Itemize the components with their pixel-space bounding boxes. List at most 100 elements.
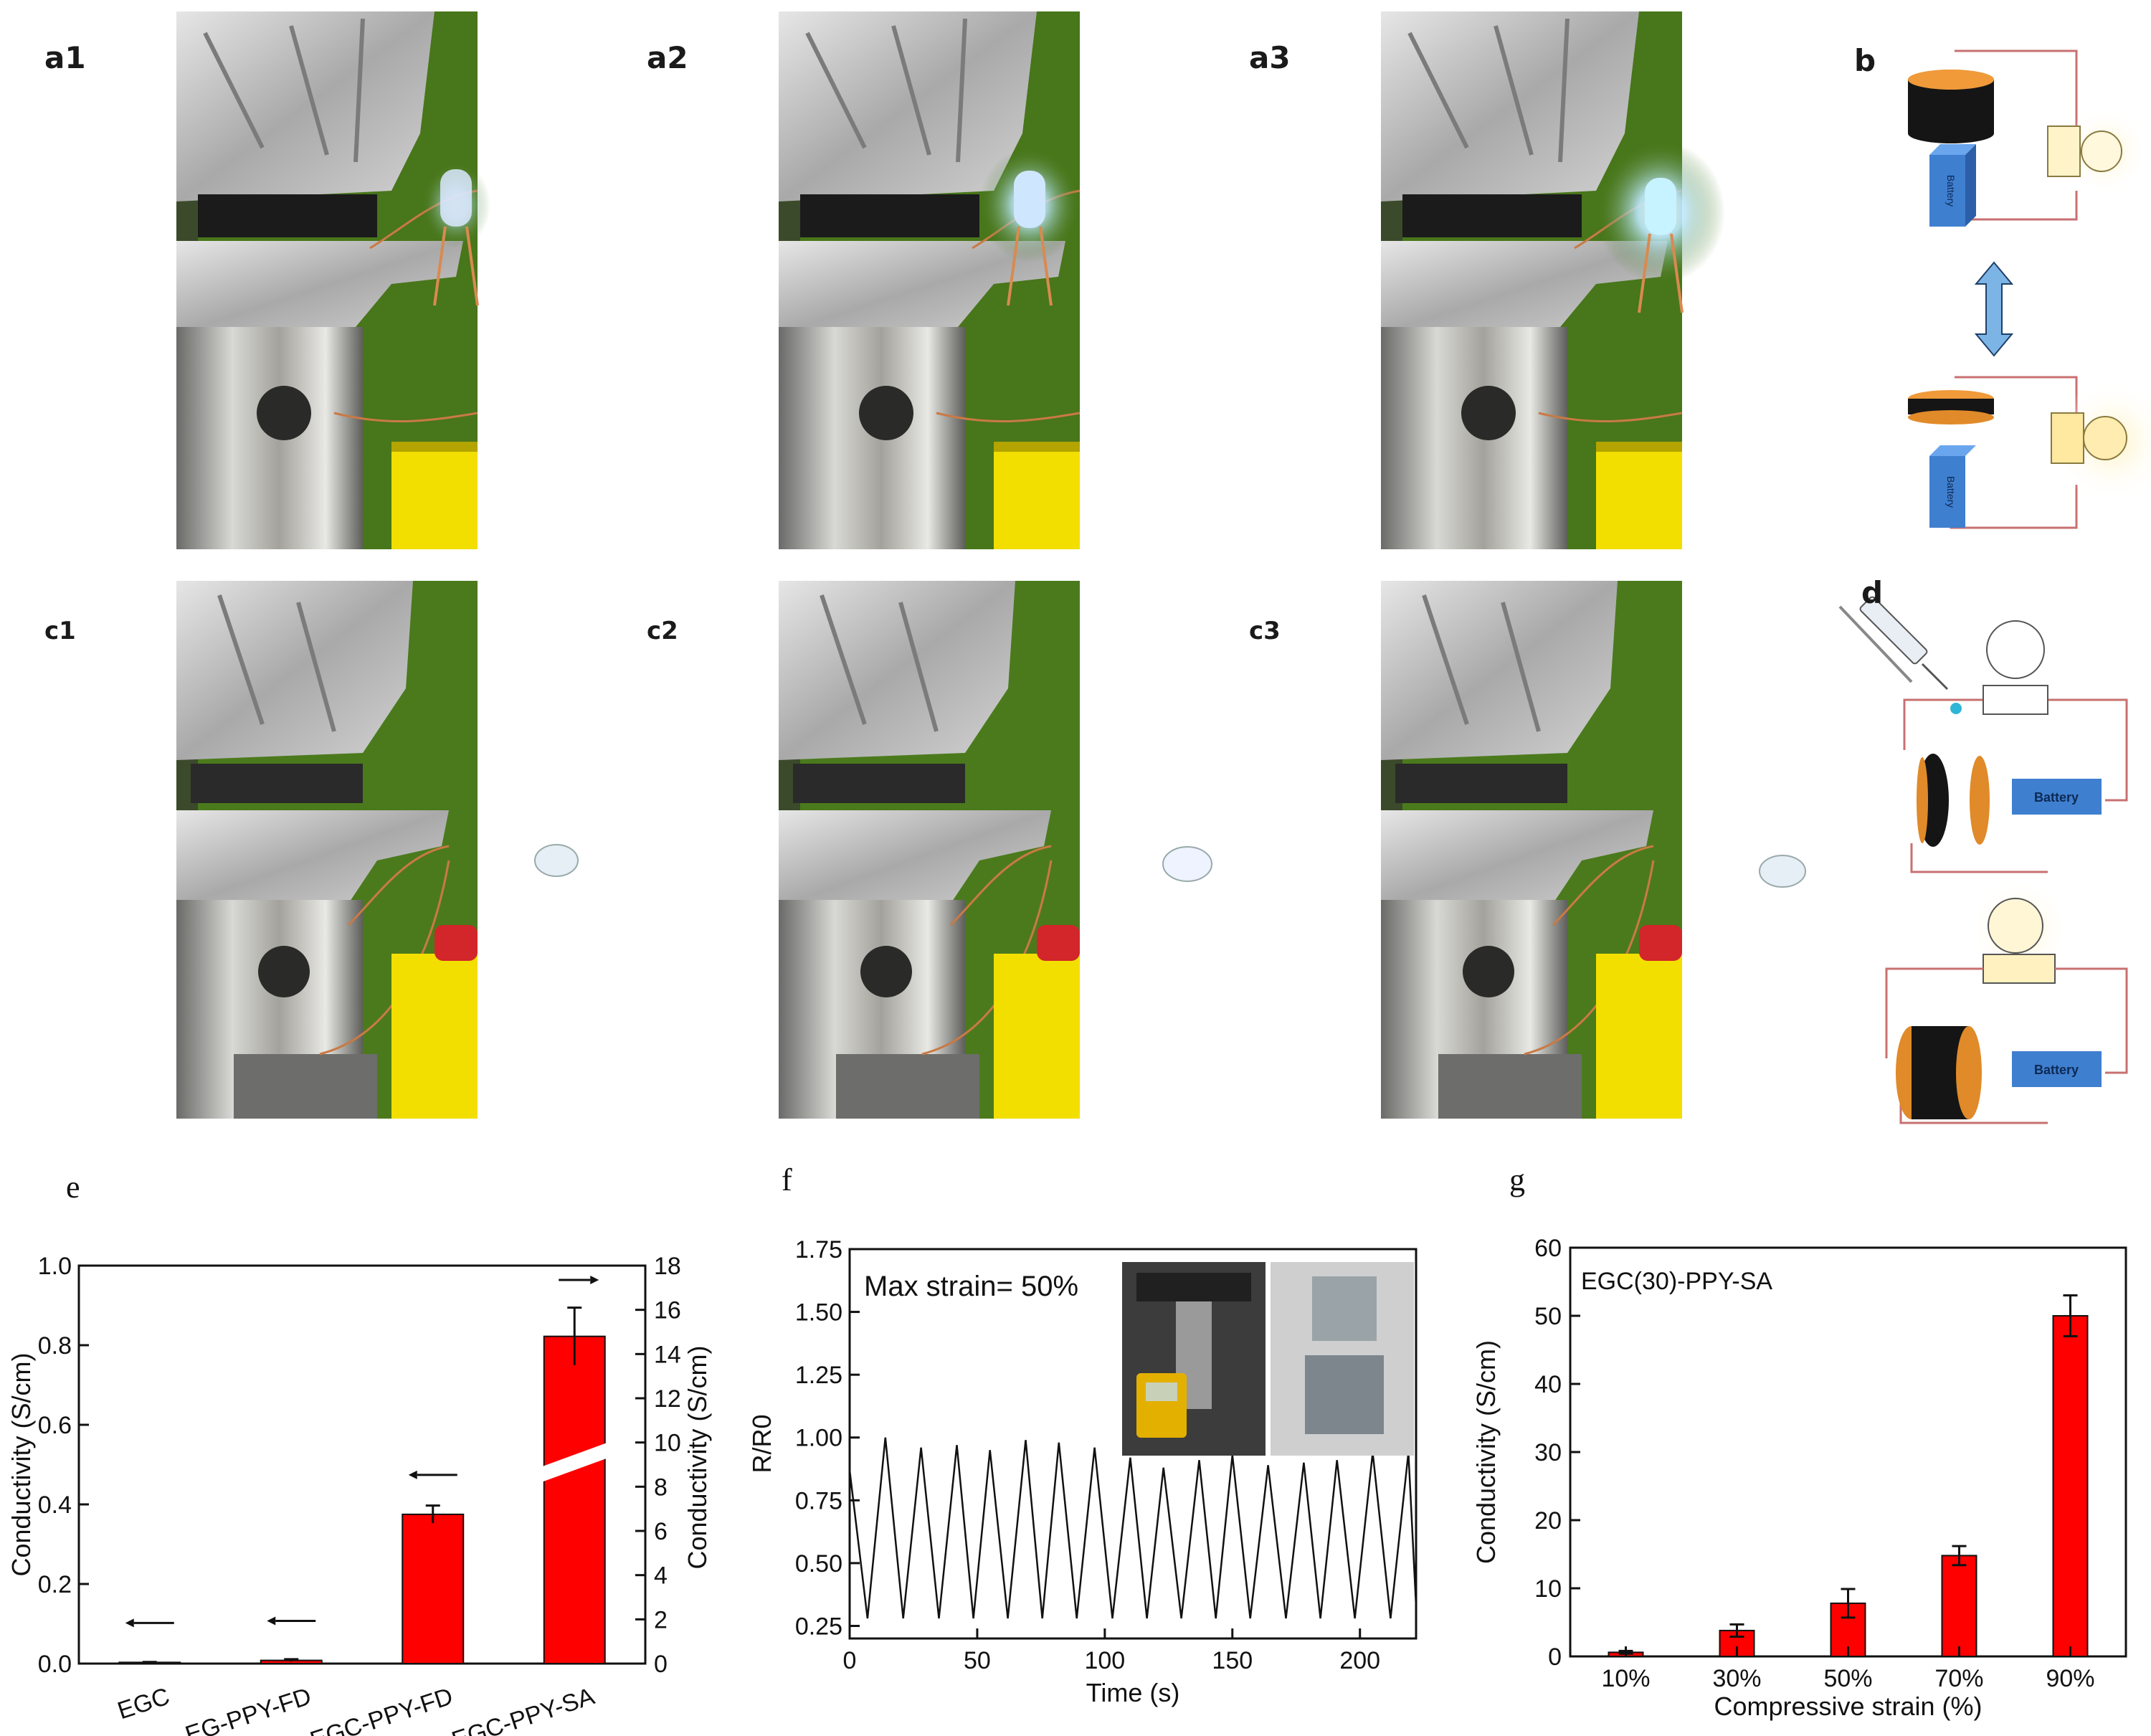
circuit-closed: Battery: [1885, 879, 2128, 1124]
y2tick-label-e: 8: [654, 1474, 668, 1501]
ytick-label-e: 0.4: [38, 1491, 72, 1519]
ylabel-f: R/R0: [747, 1414, 777, 1473]
photo-a2: a2: [628, 11, 1230, 549]
schematic-d: d Battery Battery: [1833, 571, 2151, 1137]
photo-c3: c3: [1230, 581, 1833, 1119]
circuit-uncompressed: Battery: [1908, 49, 2148, 227]
ytick-label-e: 0.0: [38, 1651, 72, 1678]
double-arrow: [1974, 261, 2014, 357]
inset-fixture-top: [1312, 1276, 1377, 1341]
bar-g: [1941, 1555, 1977, 1657]
y2tick-label-e: 10: [654, 1430, 681, 1457]
photo-c2: c2: [628, 581, 1230, 1119]
xtick-label-g: 30%: [1712, 1665, 1761, 1692]
inset-fixture-bottom: [1305, 1355, 1384, 1434]
series-line-f: [848, 1437, 1418, 1619]
ytick-label-g: 10: [1534, 1575, 1562, 1603]
xtick-label-e: EGC: [114, 1682, 173, 1725]
circuit-compressed: Battery: [1908, 376, 2151, 529]
ytick-label-f: 0.75: [795, 1487, 842, 1514]
schematic-b: b Battery Battery: [1833, 11, 2151, 549]
y2tick-label-e: 14: [654, 1341, 681, 1368]
xlabel-g: Compressive strain (%): [1714, 1692, 1982, 1721]
y2label-e: Conductivity (S/cm): [683, 1345, 712, 1569]
panel-label-g: g: [1509, 1162, 1525, 1197]
xtick-label-g: 90%: [2046, 1665, 2094, 1692]
battery-label-d1: Battery: [2034, 790, 2079, 805]
photo-a3: a3: [1230, 11, 1833, 549]
circuit-open: Battery: [1903, 620, 2128, 873]
ytick-label-g: 0: [1548, 1643, 1562, 1671]
panel-label-a1: a1: [44, 40, 86, 75]
ytick-label-g: 60: [1534, 1235, 1562, 1262]
chart-f: 0.25 0.50 0.75 1.00 1.25 1.50 1.75 0 50 100 150 200…: [747, 1236, 1418, 1707]
chart-e: 0.0 0.2 0.4 0.6 0.8 1.0 0 2 4 6 8 10 12 14 16 18 Conduct…: [6, 1253, 712, 1736]
panel-label-a3: a3: [1249, 40, 1291, 75]
y2tick-label-e: 12: [654, 1385, 681, 1413]
ytick-label-e: 0.8: [38, 1332, 72, 1360]
ytick-label-g: 40: [1534, 1371, 1562, 1398]
inset-multimeter-screen: [1146, 1382, 1177, 1401]
chart-g: 0 10 20 30 40 50 60 Conductivity (S/cm) Compress…: [1471, 1235, 2127, 1721]
xlabel-f: Time (s): [1086, 1678, 1180, 1707]
bar-e: [402, 1513, 465, 1664]
xtick-label-g: 10%: [1601, 1665, 1650, 1692]
battery-label-b1: Battery: [1945, 175, 1957, 207]
ytick-label-f: 0.50: [795, 1550, 842, 1578]
ytick-label-g: 20: [1534, 1507, 1562, 1535]
xtick-label-g: 50%: [1823, 1665, 1872, 1692]
syringe-icon: [1838, 596, 1962, 714]
panel-label-c1: c1: [44, 617, 76, 645]
ytick-label-e: 1.0: [38, 1253, 72, 1280]
plot-frame-e: [77, 1264, 647, 1665]
axis-break-e: [541, 1442, 608, 1483]
xtick-label-f: 150: [1212, 1647, 1253, 1674]
ytick-label-f: 0.25: [795, 1613, 842, 1640]
xtick-label-f: 0: [843, 1647, 857, 1674]
panel-label-c2: c2: [647, 617, 678, 645]
arrow-head-e: [590, 1276, 599, 1284]
ytick-label-f: 1.75: [795, 1236, 842, 1263]
ylabel-g: Conductivity (S/cm): [1471, 1340, 1501, 1564]
arrow-head-e: [125, 1618, 134, 1628]
ytick-label-f: 1.00: [795, 1425, 842, 1452]
ytick-label-e: 0.2: [38, 1571, 72, 1598]
xtick-label-e: EG-PPY-FD: [182, 1682, 315, 1736]
y2tick-label-e: 16: [654, 1297, 681, 1324]
bar-e: [543, 1335, 606, 1665]
ytick-label-g: 50: [1534, 1303, 1562, 1330]
xtick-label-e: EGC-PPY-SA: [448, 1682, 598, 1736]
legend-g: EGC(30)-PPY-SA: [1581, 1268, 1772, 1295]
y2tick-label-e: 18: [654, 1253, 681, 1280]
panel-label-d: d: [1861, 575, 1884, 610]
ytick-label-f: 1.50: [795, 1299, 842, 1327]
ytick-label-f: 1.25: [795, 1362, 842, 1389]
y2tick-label-e: 2: [654, 1606, 668, 1633]
y2tick-label-e: 0: [654, 1651, 668, 1678]
xtick-label-f: 50: [964, 1647, 991, 1674]
y2tick-label-e: 6: [654, 1518, 668, 1545]
xtick-label-f: 200: [1339, 1647, 1380, 1674]
xtick-label-g: 70%: [1934, 1665, 1983, 1692]
ytick-label-g: 30: [1534, 1439, 1562, 1466]
annotation-f: Max strain= 50%: [864, 1271, 1078, 1302]
panel-label-f: f: [782, 1162, 792, 1197]
panel-label-c3: c3: [1249, 617, 1281, 645]
xtick-label-e: EGC-PPY-FD: [307, 1682, 456, 1736]
ylabel-e: Conductivity (S/cm): [6, 1352, 36, 1576]
arrow-head-e: [267, 1616, 276, 1626]
y2tick-label-e: 4: [654, 1562, 668, 1590]
panel-label-a2: a2: [647, 40, 688, 75]
panel-label-e: e: [66, 1170, 80, 1205]
xtick-label-f: 100: [1084, 1647, 1125, 1674]
ytick-label-e: 0.6: [38, 1412, 72, 1439]
photo-a1: a1: [26, 11, 628, 549]
plot-frame-f: [848, 1248, 1418, 1640]
photo-c1: c1: [26, 581, 628, 1119]
inset-tester-head: [1136, 1273, 1251, 1301]
bar-g: [2052, 1315, 2089, 1657]
arrow-head-e: [408, 1470, 417, 1479]
panel-label-b: b: [1854, 43, 1876, 78]
battery-label-d2: Battery: [2034, 1063, 2079, 1077]
battery-label-b2: Battery: [1945, 476, 1957, 508]
